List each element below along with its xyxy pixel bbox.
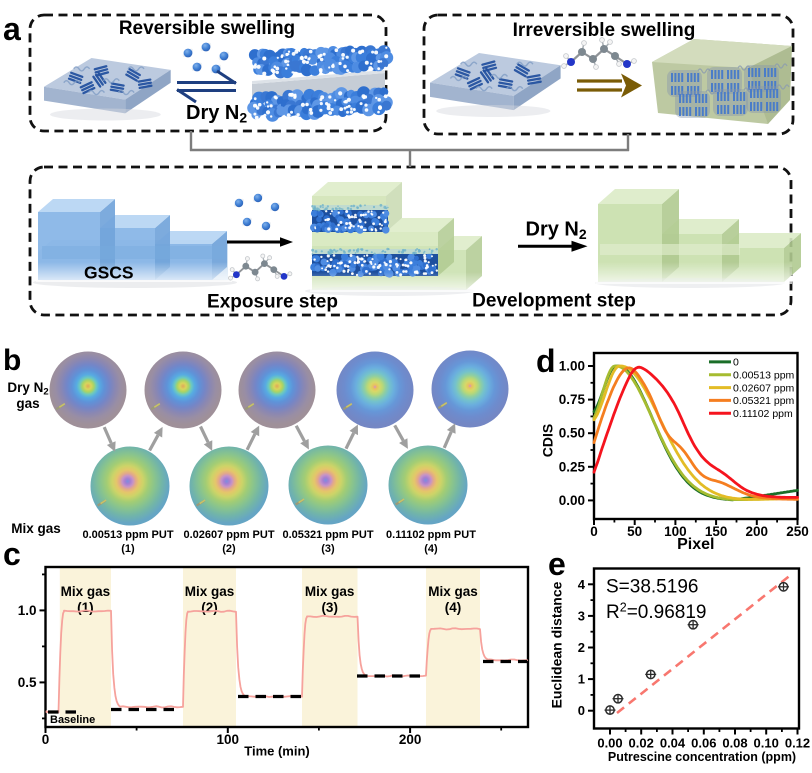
svg-text:(1): (1): [77, 600, 94, 615]
svg-text:0.11102 ppm PUT: 0.11102 ppm PUT: [386, 529, 476, 541]
svg-text:CDIS: CDIS: [540, 424, 556, 457]
svg-text:S=38.5196: S=38.5196: [606, 577, 698, 598]
svg-text:0.02607 ppm PUT: 0.02607 ppm PUT: [183, 529, 274, 541]
svg-text:gas: gas: [16, 396, 39, 411]
svg-text:(3): (3): [321, 600, 338, 615]
svg-text:Dry N2: Dry N2: [526, 219, 587, 243]
svg-text:0.05321 ppm PUT: 0.05321 ppm PUT: [282, 529, 373, 541]
svg-text:Baseline: Baseline: [50, 714, 95, 726]
svg-text:3: 3: [578, 608, 585, 623]
svg-text:0.08: 0.08: [722, 736, 747, 751]
svg-text:a: a: [3, 11, 21, 47]
svg-text:0: 0: [42, 732, 50, 747]
svg-text:100: 100: [217, 732, 240, 747]
svg-text:b: b: [3, 344, 21, 377]
svg-text:0.06: 0.06: [691, 736, 716, 751]
svg-text:Mix gas: Mix gas: [11, 521, 61, 536]
svg-text:0: 0: [733, 357, 739, 369]
svg-text:0.50: 0.50: [559, 426, 585, 441]
svg-text:0.00: 0.00: [597, 736, 622, 751]
svg-text:0: 0: [590, 524, 598, 539]
svg-text:0.5: 0.5: [18, 675, 37, 690]
svg-text:Reversible swelling: Reversible swelling: [119, 18, 295, 39]
svg-text:Euclidean distance: Euclidean distance: [549, 581, 565, 708]
svg-text:d: d: [536, 343, 556, 379]
svg-text:0: 0: [578, 703, 585, 718]
svg-text:2: 2: [578, 640, 585, 655]
svg-text:(2): (2): [222, 543, 236, 555]
svg-text:Development step: Development step: [472, 291, 636, 312]
svg-text:Mix gas: Mix gas: [185, 584, 235, 599]
svg-text:0.12: 0.12: [785, 736, 810, 751]
svg-text:0.02607 ppm: 0.02607 ppm: [733, 382, 795, 394]
svg-text:Mix gas: Mix gas: [428, 584, 478, 599]
svg-text:200: 200: [399, 732, 422, 747]
svg-text:R2=0.96819: R2=0.96819: [606, 601, 706, 624]
svg-text:100: 100: [664, 524, 687, 539]
svg-text:GSCS: GSCS: [84, 263, 134, 283]
svg-text:Dry N2: Dry N2: [186, 102, 247, 126]
svg-text:4: 4: [578, 577, 586, 592]
svg-text:Time (min): Time (min): [244, 744, 310, 759]
svg-text:Mix gas: Mix gas: [305, 584, 355, 599]
svg-text:Exposure step: Exposure step: [207, 292, 338, 313]
svg-text:(4): (4): [445, 600, 462, 615]
svg-text:c: c: [3, 536, 21, 572]
svg-text:1: 1: [578, 672, 585, 687]
svg-text:0.75: 0.75: [559, 392, 586, 407]
svg-text:250: 250: [786, 524, 809, 539]
svg-text:0.11102 ppm: 0.11102 ppm: [733, 408, 793, 420]
svg-text:0.05321 ppm: 0.05321 ppm: [733, 395, 795, 407]
svg-text:0.25: 0.25: [559, 459, 586, 474]
svg-text:(4): (4): [424, 543, 438, 555]
svg-text:0.10: 0.10: [754, 736, 779, 751]
svg-text:0.02: 0.02: [629, 736, 654, 751]
svg-text:Pixel: Pixel: [677, 536, 714, 553]
svg-text:e: e: [548, 546, 566, 582]
svg-text:Mix gas: Mix gas: [61, 584, 111, 599]
svg-text:(2): (2): [201, 600, 218, 615]
svg-text:(1): (1): [121, 543, 135, 555]
svg-text:200: 200: [746, 524, 769, 539]
svg-text:0.00: 0.00: [559, 493, 585, 508]
svg-text:0.04: 0.04: [660, 736, 686, 751]
svg-text:1.0: 1.0: [18, 603, 37, 618]
svg-text:50: 50: [627, 524, 642, 539]
svg-text:Dry N2: Dry N2: [7, 380, 48, 398]
svg-text:1.00: 1.00: [559, 359, 585, 374]
svg-text:0.00513 ppm PUT: 0.00513 ppm PUT: [82, 529, 173, 541]
svg-text:0.00513 ppm: 0.00513 ppm: [733, 370, 795, 382]
svg-text:(3): (3): [321, 543, 335, 555]
svg-text:150: 150: [705, 524, 728, 539]
svg-text:Putrescine concentration (ppm): Putrescine concentration (ppm): [608, 750, 796, 764]
svg-text:Irreversible swelling: Irreversible swelling: [513, 20, 696, 41]
